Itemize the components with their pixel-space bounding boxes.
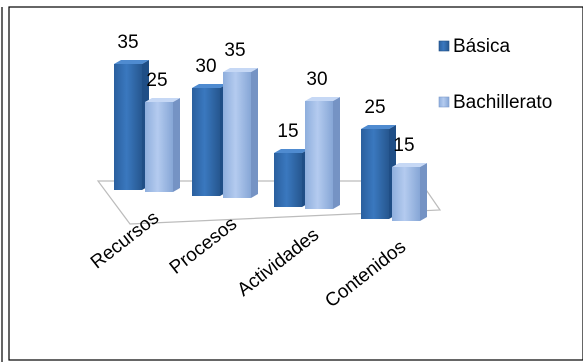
x-tick-label-contenidos: Contenidos <box>321 236 410 312</box>
value-label-actividades-series-0: 15 <box>277 121 298 142</box>
bar-procesos-series-1 <box>223 68 258 198</box>
value-label-recursos-series-1: 25 <box>146 70 167 91</box>
bar-contenidos-series-1 <box>392 163 427 221</box>
value-label-actividades-series-1: 30 <box>306 69 327 90</box>
x-tick-label-actividades: Actividades <box>234 224 324 300</box>
value-label-procesos-series-1: 35 <box>224 40 245 61</box>
legend: Básica Bachillerato <box>438 36 552 113</box>
value-label-contenidos-series-0: 25 <box>364 97 385 118</box>
value-label-procesos-series-0: 30 <box>195 56 216 77</box>
value-label-contenidos-series-1: 15 <box>393 135 414 156</box>
legend-swatch-series-0 <box>438 40 450 52</box>
value-label-recursos-series-0: 35 <box>117 32 138 53</box>
bars-group <box>114 60 427 221</box>
bar-procesos-series-0 <box>192 84 227 196</box>
legend-label-series-1: Bachillerato <box>453 92 552 113</box>
bar-actividades-series-1 <box>305 97 340 209</box>
value-labels-group: 35 25 30 35 15 30 25 15 <box>117 32 414 156</box>
x-tick-label-procesos: Procesos <box>166 213 241 278</box>
legend-label-series-0: Básica <box>453 36 510 57</box>
bar-recursos-series-0 <box>114 60 149 190</box>
legend-swatch-series-1 <box>438 96 450 108</box>
chart-border <box>8 6 583 361</box>
bar-actividades-series-0 <box>274 149 309 207</box>
bar-contenidos-series-0 <box>361 125 396 219</box>
bar-recursos-series-1 <box>145 98 180 192</box>
